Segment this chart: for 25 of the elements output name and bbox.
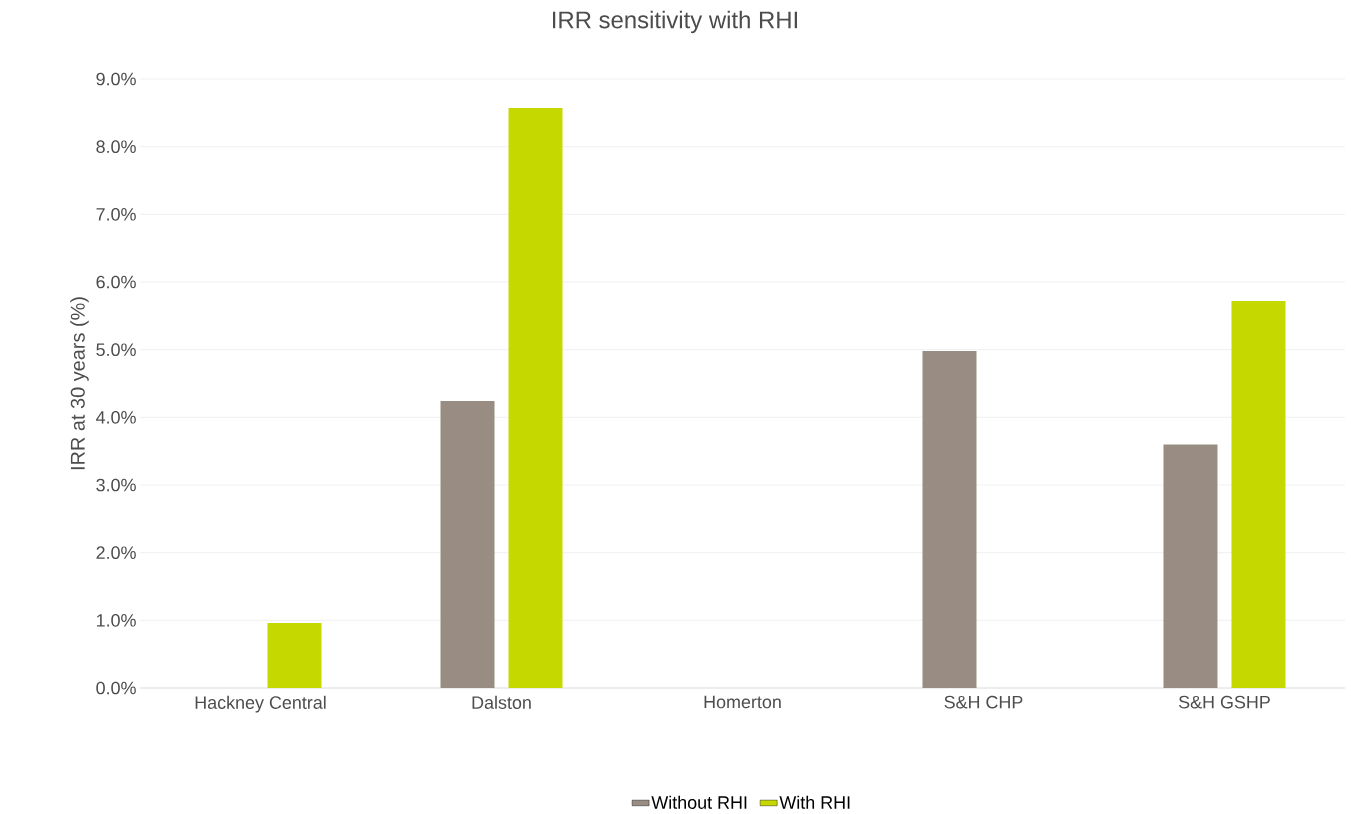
bar <box>440 401 495 688</box>
y-tick-label: 0.0% <box>96 681 136 695</box>
bar <box>267 622 322 688</box>
x-tick-label: Homerton <box>704 695 781 709</box>
bar <box>922 350 977 688</box>
legend-label: Without RHI <box>651 795 747 809</box>
y-tick-label: 9.0% <box>96 72 136 86</box>
bar <box>508 108 563 688</box>
y-tick-label: 4.0% <box>96 410 136 424</box>
x-tick-label: S&H CHP <box>944 695 1023 709</box>
chart-title: IRR sensitivity with RHI <box>552 10 797 34</box>
legend-label: With RHI <box>779 795 850 809</box>
y-tick-label: 2.0% <box>96 546 136 559</box>
y-axis-title: IRR at 30 years (%) <box>70 297 89 470</box>
bar <box>1231 300 1286 688</box>
y-tick-label: 7.0% <box>96 207 136 221</box>
y-tick-label: 6.0% <box>96 275 136 289</box>
bar <box>1163 444 1218 688</box>
y-tick-label: 1.0% <box>96 613 136 627</box>
x-tick-label: S&H GSHP <box>1178 695 1270 709</box>
x-tick-label: Dalston <box>472 695 531 709</box>
y-tick-label: 8.0% <box>96 140 136 153</box>
y-tick-label: 5.0% <box>96 343 136 356</box>
y-tick-label: 3.0% <box>96 478 136 492</box>
x-tick-label: Hackney Central <box>195 695 326 713</box>
